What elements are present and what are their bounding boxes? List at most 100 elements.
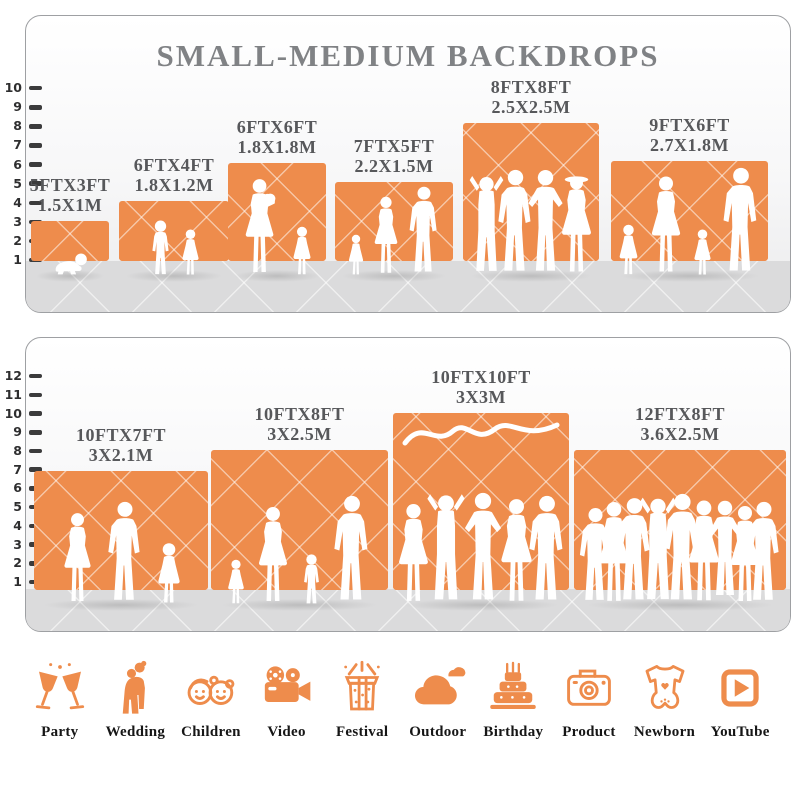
category-birthday: Birthday — [476, 660, 552, 770]
ruler-number: 9 — [13, 99, 22, 115]
figure-shadow — [471, 270, 591, 282]
small-medium-panel: SMALL-MEDIUM BACKDROPS 10 9 8 7 6 5 4 3 2 1 5FTX3… — [5, 15, 791, 313]
category-label: Festival — [335, 724, 389, 740]
category-youtube: YouTube — [702, 660, 778, 770]
figure-shadow — [342, 270, 446, 282]
silhouette-crowd — [574, 493, 786, 605]
backdrop-10x8: 10FTX8FT 3X2.5M — [211, 404, 388, 611]
script-watermark — [402, 422, 560, 446]
size-m: 2.5X2.5M — [491, 97, 571, 118]
size-m: 3X2.5M — [267, 424, 332, 445]
ruler-number: 6 — [13, 480, 22, 496]
category-label: YouTube — [710, 724, 770, 740]
ruler-number: 8 — [13, 118, 22, 134]
size-m: 1.8X1.8M — [237, 137, 317, 158]
ruler-tick — [29, 85, 42, 91]
backdrop-size-label: 7FTX5FT 2.2X1.5M — [354, 136, 435, 182]
size-m: 2.2X1.5M — [354, 156, 434, 177]
category-children: Children — [173, 660, 249, 770]
backdrop-10x10: 10FTX10FT 3X3M — [393, 367, 569, 611]
backdrop-10x7: 10FTX7FT 3X2.1M — [34, 425, 208, 611]
category-label: Wedding — [105, 724, 166, 740]
backdrop-size-label: 10FTX8FT 3X2.5M — [254, 404, 344, 450]
ruler-number: 10 — [4, 80, 22, 96]
ruler-number: 2 — [13, 555, 22, 571]
size-m: 1.8X1.2M — [134, 175, 214, 196]
ruler-number: 1 — [13, 252, 22, 267]
wedding-icon — [123, 660, 147, 714]
size-ft: 7FTX5FT — [353, 135, 435, 156]
party-icon — [35, 663, 84, 710]
ruler-number: 3 — [13, 536, 22, 552]
backdrop-9x6: 9FTX6FT 2.7X1.8M — [611, 115, 768, 282]
size-m: 3X3M — [455, 387, 506, 408]
backdrop-8x8: 8FTX8FT 2.5X2.5M — [463, 77, 599, 282]
backdrop-6x6: 6FTX6FT 1.8X1.8M — [228, 117, 326, 282]
ruler-tick — [29, 105, 42, 110]
ruler-tick — [29, 430, 42, 435]
category-label: Party — [41, 724, 79, 740]
ruler-number: 4 — [13, 517, 22, 533]
product-icon — [567, 669, 611, 706]
ruler-number: 2 — [13, 232, 22, 248]
category-label: Video — [267, 724, 306, 740]
category-label: Outdoor — [409, 724, 467, 740]
category-row: Party Wedding Children Video Festival Ou… — [22, 660, 778, 770]
ruler-tick — [29, 181, 42, 186]
ruler-tick — [29, 124, 42, 129]
figure-shadow — [586, 599, 774, 611]
ruler-number: 12 — [4, 368, 22, 384]
ruler-number: 6 — [13, 156, 22, 172]
ruler-tick — [29, 200, 42, 205]
size-m: 2.7X1.8M — [649, 135, 729, 156]
backdrop-6x4: 6FTX4FT 1.8X1.2M — [119, 155, 229, 282]
backdrop-7x5: 7FTX5FT 2.2X1.5M — [335, 136, 453, 282]
ruler-tick — [29, 411, 42, 416]
backdrop-size-label: 10FTX10FT 3X3M — [431, 367, 531, 413]
figure-shadow — [35, 270, 105, 282]
size-ft: 10FTX7FT — [75, 424, 167, 445]
size-m: 3.6X2.5M — [640, 424, 720, 445]
newborn-icon — [645, 665, 685, 709]
category-festival: Festival — [324, 660, 400, 770]
ruler-number: 5 — [13, 499, 22, 515]
ruler-tick — [29, 143, 42, 148]
category-label: Newborn — [633, 724, 696, 740]
silhouette-group-of-four — [463, 169, 599, 276]
size-ft: 8FTX8FT — [490, 76, 572, 97]
ruler-tick — [29, 467, 42, 472]
backdrop-size-label: 8FTX8FT 2.5X2.5M — [491, 77, 572, 123]
silhouette-two-children — [119, 220, 229, 276]
figure-shadow — [125, 270, 223, 282]
category-product: Product — [551, 660, 627, 770]
figure-shadow — [44, 599, 198, 611]
category-label: Birthday — [483, 724, 544, 740]
figure-shadow — [221, 599, 378, 611]
festival-icon — [344, 660, 380, 711]
silhouette-crawling-baby — [31, 250, 109, 276]
ruler-tick — [29, 392, 42, 398]
video-icon — [264, 666, 310, 702]
youtube-icon — [721, 669, 759, 707]
ruler-tick — [29, 448, 42, 454]
birthday-icon — [490, 661, 537, 709]
backdrop-size-label: 6FTX6FT 1.8X1.8M — [237, 117, 318, 163]
backdrop-size-label: 10FTX7FT 3X2.1M — [76, 425, 166, 471]
ruler-number: 4 — [13, 194, 22, 210]
silhouette-mother-and-child — [228, 178, 326, 276]
category-newborn: Newborn — [627, 660, 703, 770]
ruler-number: 3 — [13, 213, 22, 229]
silhouette-family-of-four — [611, 167, 768, 276]
ruler-tick — [29, 162, 42, 167]
size-ft: 9FTX6FT — [649, 114, 730, 135]
silhouette-family-of-four — [211, 495, 388, 605]
size-ft: 6FTX6FT — [236, 116, 318, 137]
category-outdoor: Outdoor — [400, 660, 476, 770]
backdrop-size-label: 5FTX3FT 1.5X1M — [30, 175, 111, 221]
silhouette-group-of-five — [393, 492, 569, 605]
size-ft: 12FTX8FT — [634, 403, 726, 424]
ruler-number: 10 — [4, 405, 22, 421]
ruler-tick — [29, 373, 42, 379]
children-icon — [187, 675, 235, 705]
